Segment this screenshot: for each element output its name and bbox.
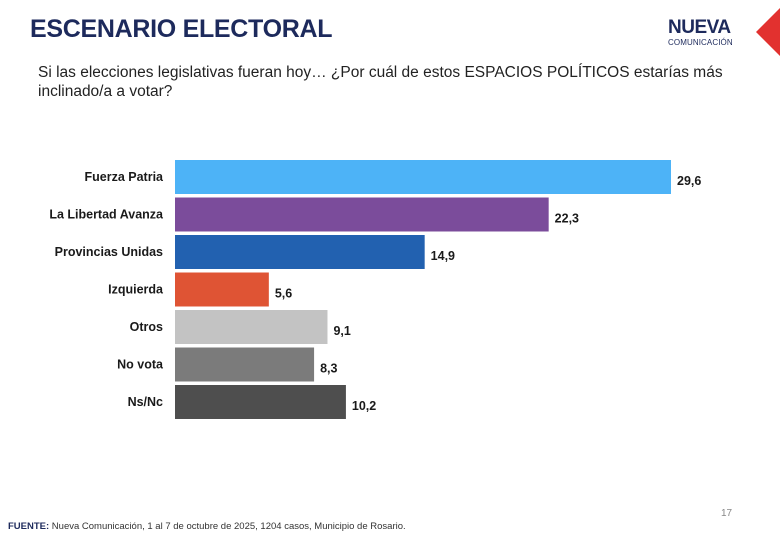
source-text: Nueva Comunicación, 1 al 7 de octubre de…	[49, 521, 406, 532]
bar-4	[175, 310, 328, 344]
source-label: FUENTE:	[8, 521, 50, 532]
logo-wordmark: NUEVA	[668, 17, 731, 38]
logo-subtitle: COMUNICACIÓN	[668, 38, 733, 47]
value-label-6: 10,2	[352, 399, 376, 413]
category-label-0: Fuerza Patria	[84, 170, 164, 184]
value-label-3: 5,6	[275, 287, 292, 301]
survey-question: Si las elecciones legislativas fueran ho…	[38, 64, 723, 100]
category-label-1: La Libertad Avanza	[49, 208, 164, 222]
category-label-4: Otros	[130, 320, 163, 334]
nueva-comunicacion-logo: NUEVA COMUNICACIÓN	[668, 17, 742, 48]
category-label-3: Izquierda	[108, 283, 164, 297]
value-label-2: 14,9	[431, 249, 455, 263]
bar-3	[175, 272, 269, 307]
page-number: 17	[721, 508, 733, 519]
value-label-0: 29,6	[677, 174, 701, 188]
bar-2	[175, 235, 425, 269]
category-label-6: Ns/Nc	[128, 395, 163, 409]
category-label-2: Provincias Unidas	[55, 245, 163, 259]
bar-0	[175, 160, 671, 194]
category-label-5: No vota	[117, 358, 164, 372]
source-note: FUENTE: Nueva Comunicación, 1 al 7 de oc…	[8, 521, 406, 532]
corner-accent-shape	[756, 8, 780, 56]
value-label-1: 22,3	[555, 212, 579, 226]
bar-5	[175, 347, 315, 382]
value-label-4: 9,1	[333, 324, 350, 338]
page-title: ESCENARIO ELECTORAL	[30, 15, 333, 43]
bar-1	[175, 197, 549, 232]
value-label-5: 8,3	[320, 362, 337, 376]
horizontal-bar-chart: Fuerza Patria 29,6 La Libertad Avanza 22,3 P…	[49, 160, 701, 419]
bar-6	[175, 385, 346, 419]
